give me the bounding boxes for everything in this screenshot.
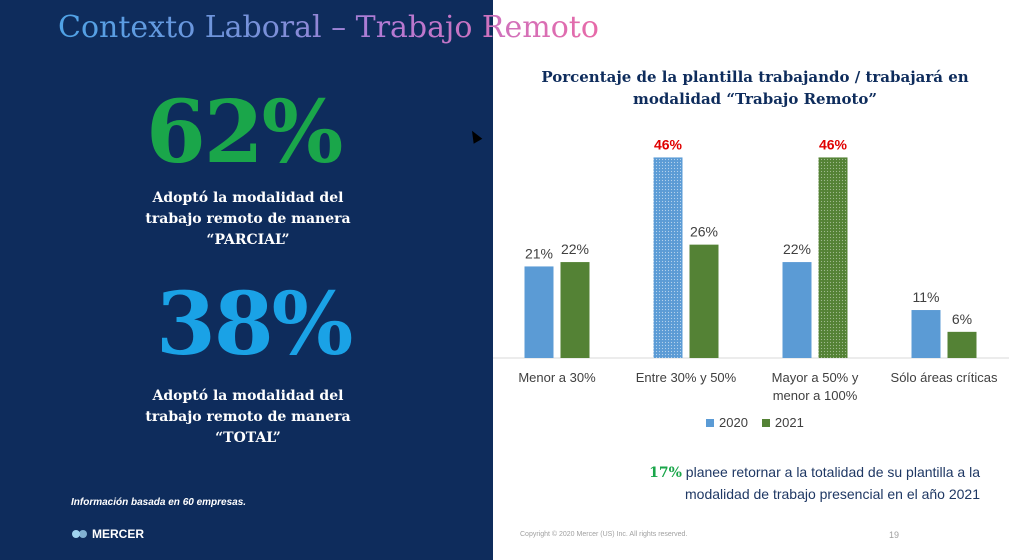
chart-title-line: modalidad “Trabajo Remoto”	[632, 90, 878, 108]
stat-total-line: Adoptó la modalidad del	[152, 388, 344, 404]
legend-item-2020: 2020	[706, 415, 748, 430]
bar-2021-3	[947, 331, 977, 358]
stat-total-line: trabajo remoto de manera	[145, 409, 351, 425]
page-number: 19	[889, 530, 900, 540]
left-panel	[0, 0, 493, 560]
bar-2020-2	[782, 262, 812, 358]
return-note-pct: 17%	[649, 465, 682, 481]
return-note: 17% planee retornar a la totalidad de su…	[560, 462, 980, 505]
stat-total-value: 38%	[156, 274, 353, 375]
footnote-count: 60	[182, 497, 194, 508]
legend-label-2021: 2021	[774, 415, 804, 430]
data-label-2020-2: 22%	[783, 241, 811, 257]
chart-title: Porcentaje de la plantilla trabajando / …	[530, 66, 980, 110]
bar-2021-1	[689, 244, 719, 358]
footnote-prefix: Información basada en	[71, 497, 183, 508]
data-label-2021-0: 22%	[561, 241, 589, 257]
stat-partial-line: “PARCIAL”	[206, 232, 290, 248]
data-label-2020-0: 21%	[525, 245, 553, 261]
chart-legend: 2020 2021	[706, 415, 804, 430]
chart-title-line: Porcentaje de la plantilla trabajando / …	[541, 68, 969, 86]
stat-total-description: Adoptó la modalidad del trabajo remoto d…	[118, 386, 378, 449]
bar-2021-2	[818, 157, 848, 358]
legend-swatch-2021	[761, 418, 770, 427]
bar-chart: 21% 22% Menor a 30% 46% 26% Entre 30% y 50% 22…	[493, 136, 1009, 403]
stat-total-line: “TOTAL”	[215, 430, 281, 446]
footnote-suffix: empresas.	[193, 497, 247, 508]
data-label-2020-1: 46%	[654, 136, 683, 152]
stat-partial-description: Adoptó la modalidad del trabajo remoto d…	[118, 188, 378, 251]
category-label-0: Menor a 30%	[518, 370, 596, 385]
mercer-logo-icon	[72, 530, 88, 538]
category-label-3: Sólo áreas críticas	[891, 370, 998, 385]
mercer-logo-text: MERCER	[92, 527, 145, 541]
category-label-2: Mayor a 50% y	[772, 370, 859, 385]
category-label-2: menor a 100%	[773, 388, 858, 403]
data-label-2021-3: 6%	[952, 311, 972, 327]
stat-partial-value: 62%	[146, 82, 343, 183]
return-note-text: planee retornar a la totalidad de su pla…	[681, 464, 980, 480]
bar-2021-0	[560, 262, 590, 358]
slide-title: Contexto Laboral – Trabajo Remoto	[58, 10, 599, 45]
legend-swatch-2020	[706, 418, 714, 427]
bar-2020-0	[524, 266, 554, 358]
category-label-1: Entre 30% y 50%	[636, 370, 737, 385]
copyright: Copyright © 2020 Mercer (US) Inc. All ri…	[520, 531, 688, 538]
data-label-2021-2: 46%	[819, 136, 848, 152]
data-label-2021-1: 26%	[690, 224, 718, 240]
footnote: Información basada en 60 empresas.	[71, 497, 246, 508]
return-note-line: 17% planee retornar a la totalidad de su…	[560, 462, 980, 484]
return-note-line: modalidad de trabajo presencial en el añ…	[685, 486, 980, 502]
stat-partial-line: trabajo remoto de manera	[145, 211, 351, 227]
mercer-logo: MERCER	[72, 527, 144, 541]
legend-item-2021: 2021	[761, 415, 804, 430]
data-label-2020-3: 11%	[913, 289, 940, 305]
stat-partial-line: Adoptó la modalidad del	[152, 190, 344, 206]
bar-2020-1	[653, 157, 683, 358]
bar-2020-3	[911, 310, 941, 358]
legend-label-2020: 2020	[719, 415, 748, 430]
